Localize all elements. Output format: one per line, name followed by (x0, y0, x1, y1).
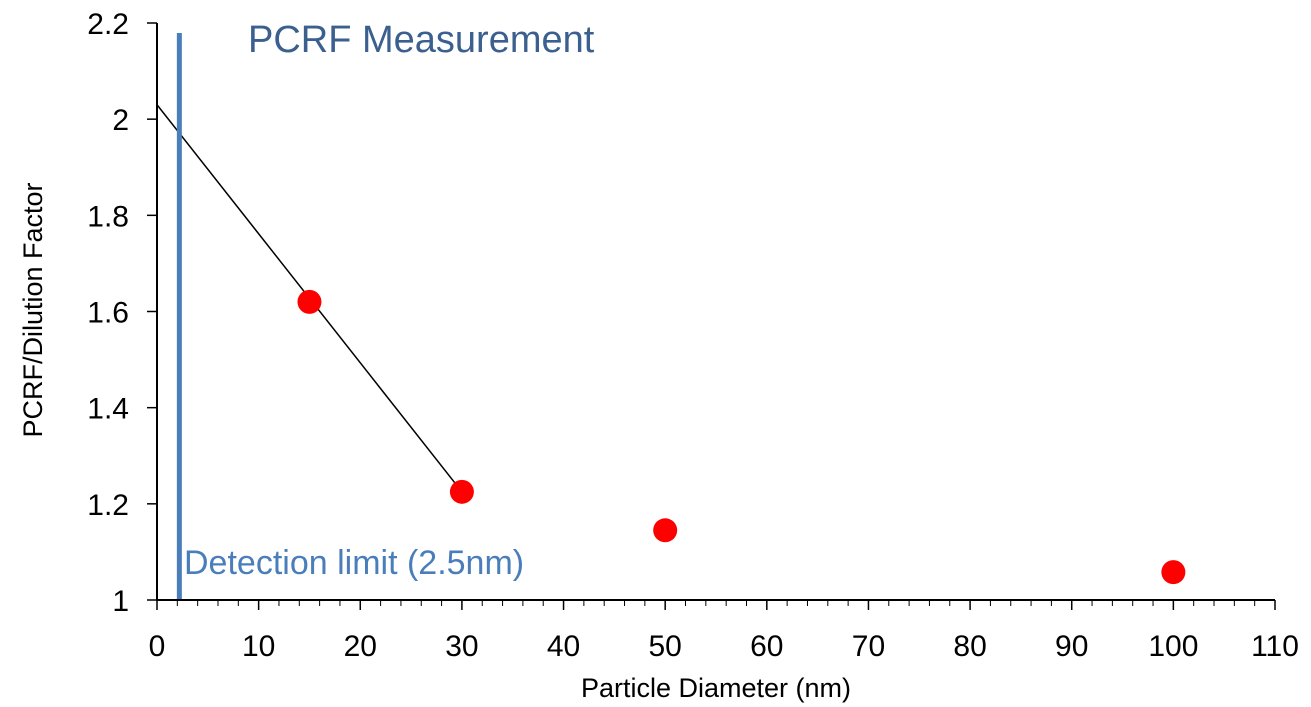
data-points (297, 289, 1186, 585)
chart-title: PCRF Measurement (248, 19, 595, 61)
y-tick-label: 1.2 (87, 489, 129, 522)
y-tick-label: 1.8 (87, 200, 129, 233)
y-tick-label: 1 (112, 585, 129, 618)
x-tick-label: 50 (648, 630, 681, 663)
x-tick-label: 110 (1251, 630, 1299, 663)
tick-layer: 0 10 20 30 40 50 60 70 80 90 100 110 1 1.2 1.4 1.6 1.8 2 2… (87, 8, 1299, 663)
data-point (449, 479, 474, 504)
data-point (653, 518, 678, 543)
x-tick-label: 80 (953, 630, 986, 663)
x-tick-label: 60 (750, 630, 783, 663)
y-tick-label: 2 (112, 104, 129, 137)
detection-limit-label: Detection limit (2.5nm) (184, 544, 524, 582)
y-tick-label: 1.4 (87, 393, 129, 426)
x-axis-title: Particle Diameter (nm) (581, 673, 851, 703)
data-point (1161, 560, 1186, 585)
y-tick-label: 2.2 (87, 8, 129, 41)
x-tick-label: 30 (445, 630, 478, 663)
x-tick-label: 10 (242, 630, 275, 663)
x-tick-label: 40 (547, 630, 580, 663)
y-tick-label: 1.6 (87, 297, 129, 330)
x-tick-label: 90 (1055, 630, 1088, 663)
x-tick-label: 0 (149, 630, 166, 663)
x-tick-label: 70 (852, 630, 885, 663)
data-point (297, 289, 322, 314)
x-tick-label: 100 (1148, 630, 1198, 663)
y-axis-title: PCRF/Dilution Factor (18, 182, 48, 437)
x-tick-label: 20 (344, 630, 377, 663)
